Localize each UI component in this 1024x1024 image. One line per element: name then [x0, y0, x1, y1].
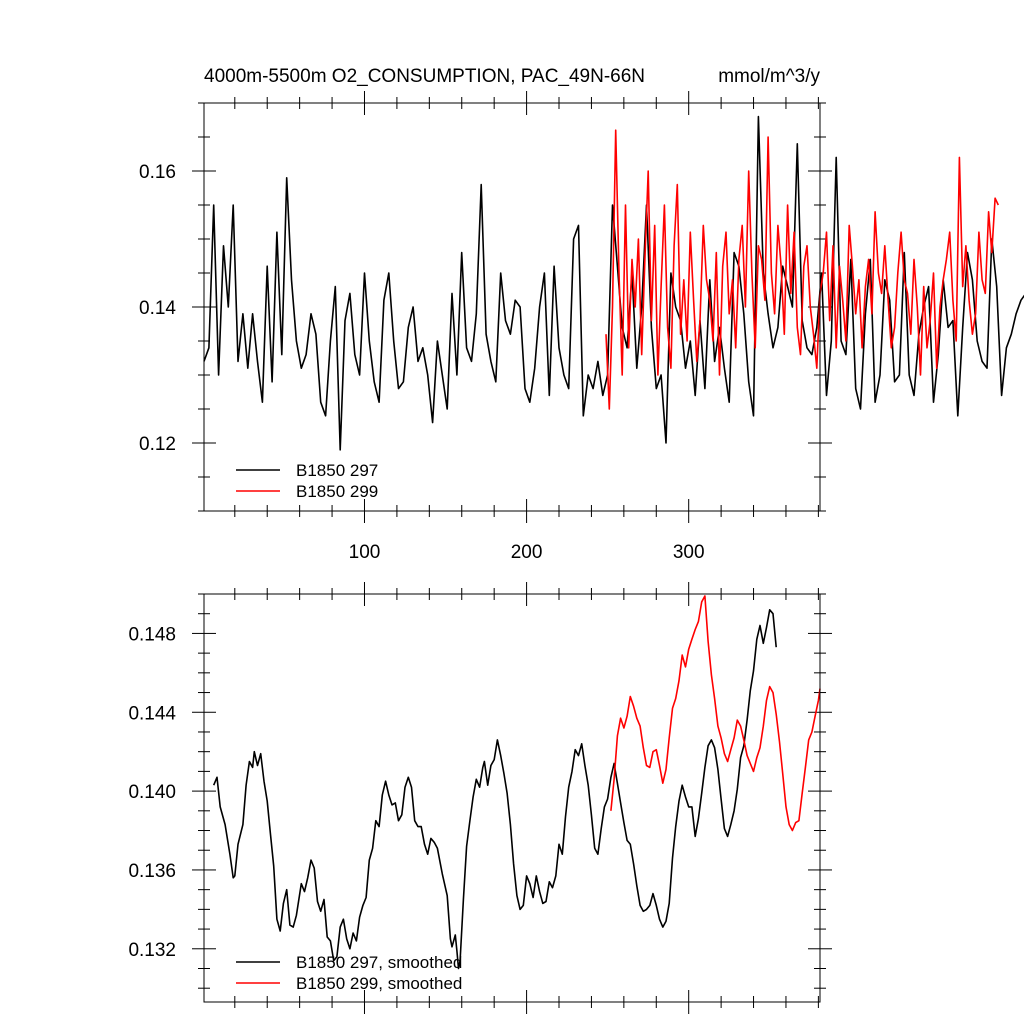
- x-tick-label-300: 300: [673, 542, 705, 563]
- legend-label-b1850-299: B1850 299: [296, 482, 378, 501]
- series-line-b1850-297-smoothed: [212, 609, 777, 970]
- series-line-b1850-299-smoothed: [610, 595, 821, 832]
- top-panel-ticks: 100 200 300 0.12 0.14 0.16: [139, 91, 832, 563]
- y-tick-label-0.148: 0.148: [128, 624, 176, 645]
- top-panel-legend: B1850 297 B1850 299: [236, 461, 378, 501]
- top-panel-frame: [203, 102, 821, 512]
- x-tick-label-100: 100: [349, 542, 381, 563]
- bottom-panel-ticks: 0.132 0.136 0.140 0.144 0.148: [128, 582, 832, 1014]
- x-tick-label-200: 200: [511, 542, 543, 563]
- top-panel: 4000m-5500m O2_CONSUMPTION, PAC_49N-66N …: [139, 66, 1024, 563]
- y-tick-label-0.12: 0.12: [139, 434, 176, 455]
- top-panel-title: 4000m-5500m O2_CONSUMPTION, PAC_49N-66N: [204, 66, 645, 87]
- top-panel-units: mmol/m^3/y: [718, 66, 820, 87]
- y-tick-label-0.136: 0.136: [128, 861, 176, 882]
- y-tick-label-0.14: 0.14: [139, 298, 176, 319]
- bottom-panel-legend: B1850 297, smoothed B1850 299, smoothed: [236, 953, 462, 993]
- series-line-b1850-297: [203, 115, 1024, 451]
- bottom-panel-frame: [203, 593, 821, 1003]
- y-tick-label-0.16: 0.16: [139, 162, 176, 183]
- y-tick-label-0.140: 0.140: [128, 782, 176, 803]
- legend-label-b1850-299-smoothed: B1850 299, smoothed: [296, 974, 462, 993]
- y-tick-label-0.132: 0.132: [128, 940, 176, 961]
- series-line-b1850-299: [605, 129, 1000, 410]
- legend-label-b1850-297: B1850 297: [296, 461, 378, 480]
- bottom-panel-series: [212, 595, 821, 970]
- y-tick-label-0.144: 0.144: [128, 703, 176, 724]
- bottom-panel: 0.132 0.136 0.140 0.144 0.148 B1850 297, smo…: [128, 582, 832, 1014]
- legend-label-b1850-297-smoothed: B1850 297, smoothed: [296, 953, 462, 972]
- top-panel-series: [203, 115, 1024, 451]
